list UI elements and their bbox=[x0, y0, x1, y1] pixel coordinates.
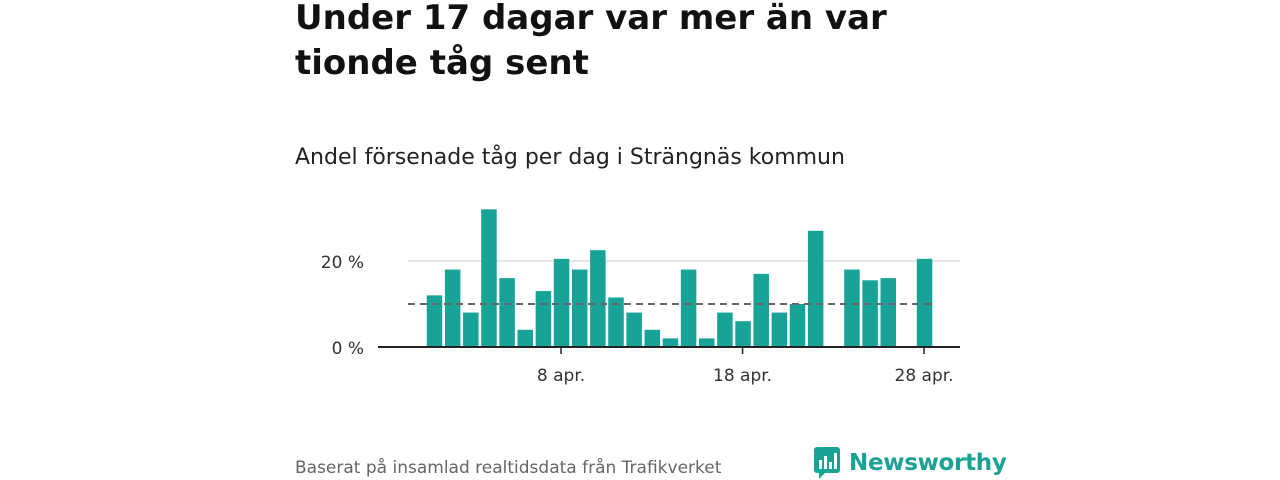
bar bbox=[844, 269, 860, 347]
x-tick-label: 8 apr. bbox=[537, 366, 585, 386]
newsworthy-logo[interactable]: Newsworthy bbox=[813, 446, 1007, 480]
bar bbox=[608, 297, 624, 347]
bar bbox=[553, 258, 570, 347]
bar bbox=[807, 230, 824, 347]
bar bbox=[916, 258, 933, 347]
y-tick-label: 20 % bbox=[321, 253, 364, 273]
source-note: Baserat på insamlad realtidsdata från Tr… bbox=[295, 458, 722, 478]
bar bbox=[735, 321, 751, 347]
bar bbox=[862, 280, 878, 347]
bar bbox=[662, 338, 679, 347]
bar bbox=[753, 273, 769, 347]
bar bbox=[626, 312, 642, 347]
bar bbox=[571, 269, 588, 347]
chart-title: Under 17 dagar var mer än var tionde tåg… bbox=[295, 0, 887, 83]
bar bbox=[680, 269, 697, 347]
bar-chart: 0 % 20 % 8 apr. 18 apr. 28 apr. bbox=[321, 209, 960, 386]
x-tick-label: 28 apr. bbox=[895, 366, 954, 386]
bar bbox=[463, 312, 479, 347]
chart-subtitle: Andel försenade tåg per dag i Strängnäs … bbox=[295, 145, 845, 170]
bar bbox=[426, 295, 443, 347]
bar bbox=[590, 250, 606, 347]
bar bbox=[499, 278, 515, 347]
bar bbox=[771, 312, 788, 347]
bar bbox=[880, 278, 896, 347]
bar bbox=[481, 209, 497, 347]
x-tick-label: 18 apr. bbox=[713, 366, 772, 386]
bar bbox=[699, 338, 715, 347]
bar bbox=[535, 291, 552, 347]
bar bbox=[717, 312, 733, 347]
bar bbox=[644, 329, 661, 347]
newsworthy-logo-text: Newsworthy bbox=[849, 450, 1007, 476]
bar bbox=[517, 329, 533, 347]
bar bbox=[789, 303, 806, 347]
y-tick-label: 0 % bbox=[332, 339, 364, 359]
newsworthy-logo-icon bbox=[814, 447, 840, 479]
bar bbox=[444, 269, 461, 347]
